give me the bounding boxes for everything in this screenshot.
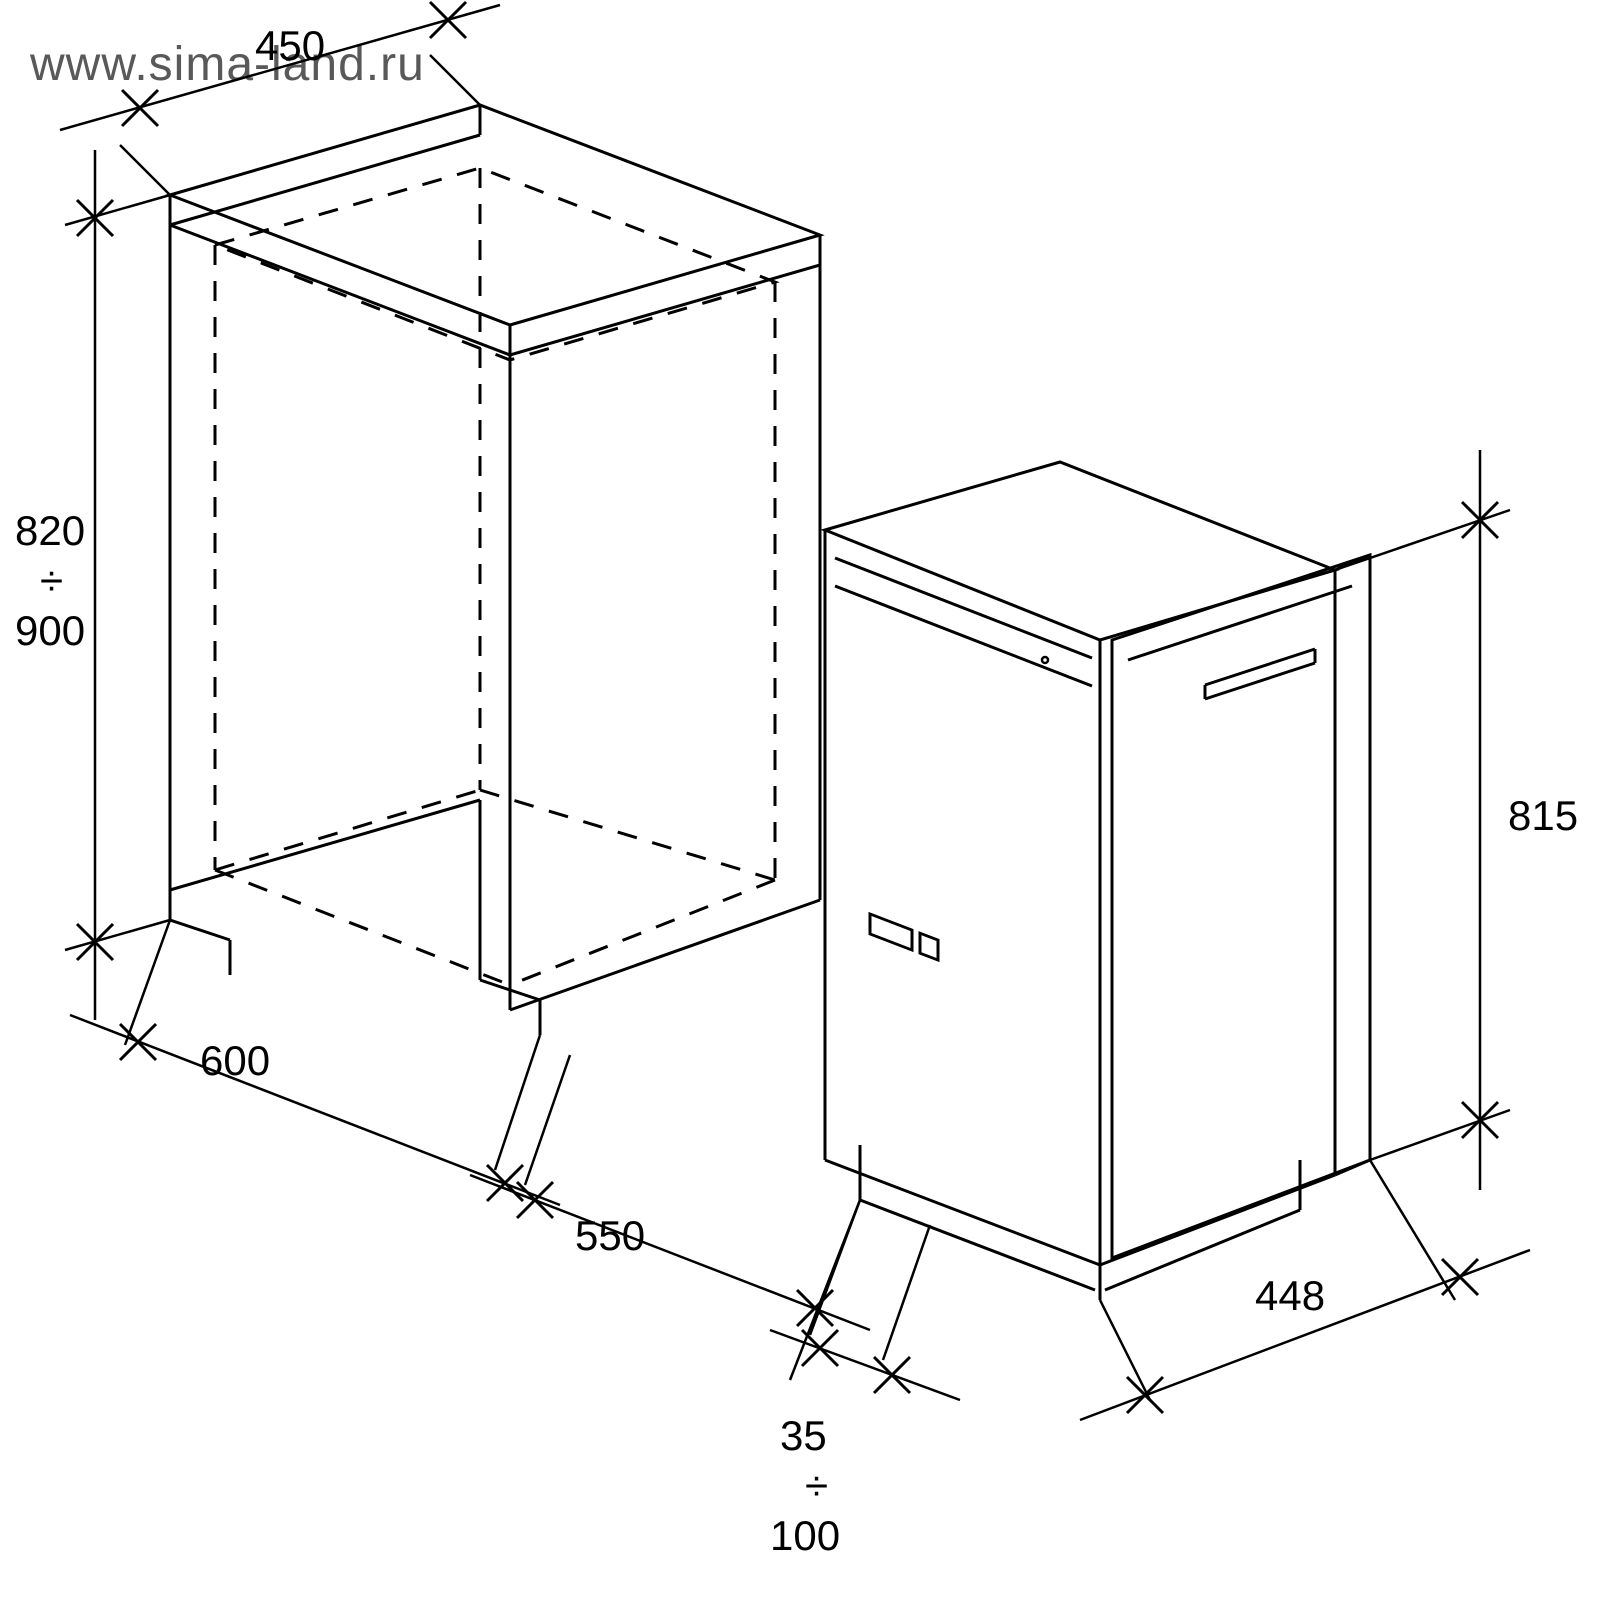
dim-plinth: 35 ÷ 100 xyxy=(770,1200,960,1559)
dim-dw-width: 448 xyxy=(1080,1160,1530,1420)
dim-plinth-div: ÷ xyxy=(805,1462,828,1509)
cabinet-group xyxy=(170,105,820,1035)
dim-cab-height-min: 820 xyxy=(15,507,85,554)
dim-dw-depth: 550 xyxy=(470,1055,870,1380)
dim-cab-width-label: 450 xyxy=(255,22,325,69)
dim-plinth-min: 35 xyxy=(780,1412,827,1459)
dim-cab-height-div: ÷ xyxy=(40,557,63,604)
dim-cab-height: 820 ÷ 900 xyxy=(15,150,170,1020)
dim-dw-width-label: 448 xyxy=(1255,1272,1325,1319)
dim-cab-depth-label: 600 xyxy=(200,1037,270,1084)
dim-cab-height-max: 900 xyxy=(15,607,85,654)
dim-dw-height-label: 815 xyxy=(1508,792,1578,839)
dim-dw-depth-label: 550 xyxy=(575,1212,645,1259)
technical-drawing: www.sima-land.ru xyxy=(0,0,1600,1600)
dim-cab-width: 450 xyxy=(60,2,500,195)
dim-plinth-max: 100 xyxy=(770,1512,840,1559)
dim-cab-depth: 600 xyxy=(70,920,560,1205)
dishwasher-group xyxy=(825,462,1370,1300)
